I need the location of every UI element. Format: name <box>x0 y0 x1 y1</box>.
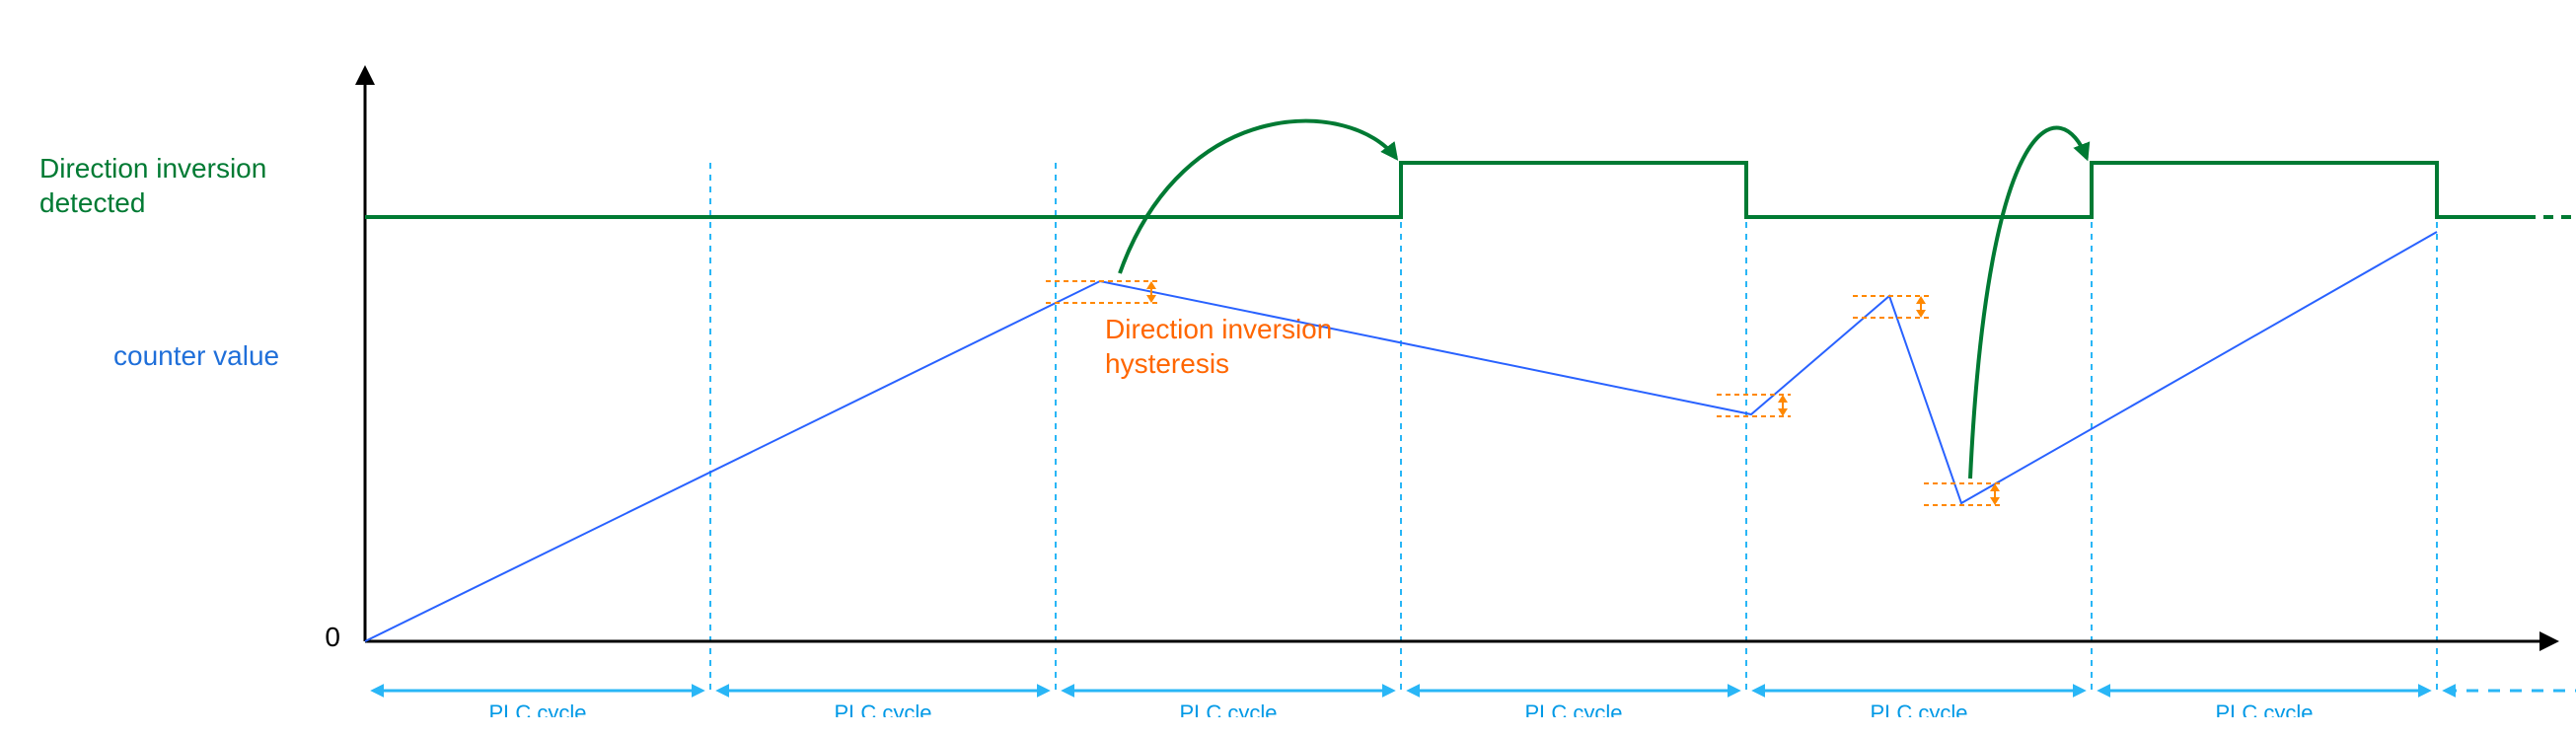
hysteresis-arrowhead <box>1990 497 2000 505</box>
plc-cycle-label: PLC cycle <box>1524 700 1622 717</box>
callout-arrow <box>1120 121 1396 273</box>
direction-inversion-label: detected <box>39 187 145 218</box>
plc-cycle-label: PLC cycle <box>1870 700 1967 717</box>
plc-cycle-label: PLC cycle <box>2215 700 2313 717</box>
hysteresis-arrowhead <box>1916 310 1926 318</box>
callout-arrow <box>1970 128 2087 479</box>
plc-cycle-label: PLC cycle <box>488 700 586 717</box>
zero-label: 0 <box>325 622 340 652</box>
plc-cycle-label: PLC cycle <box>834 700 931 717</box>
timing-diagram: 0 PLC cycle PLC cycle PLC cycle PLC cycle PLC… <box>20 20 2576 717</box>
hysteresis-arrowhead <box>1990 483 2000 491</box>
direction-signal <box>365 163 2526 217</box>
hysteresis-arrowhead <box>1778 395 1788 403</box>
direction-inversion-label: Direction inversion <box>39 153 266 184</box>
hysteresis-arrowhead <box>1778 408 1788 416</box>
hysteresis-arrowhead <box>1916 296 1926 304</box>
counter-value-label: counter value <box>113 340 279 371</box>
hysteresis-arrowhead <box>1146 281 1156 289</box>
hysteresis-label: hysteresis <box>1105 348 1229 379</box>
hysteresis-label: Direction inversion <box>1105 314 1332 344</box>
hysteresis-arrowhead <box>1146 295 1156 303</box>
diagram-svg: 0 PLC cycle PLC cycle PLC cycle PLC cycle PLC… <box>20 20 2576 717</box>
plc-cycle-label: PLC cycle <box>1179 700 1277 717</box>
